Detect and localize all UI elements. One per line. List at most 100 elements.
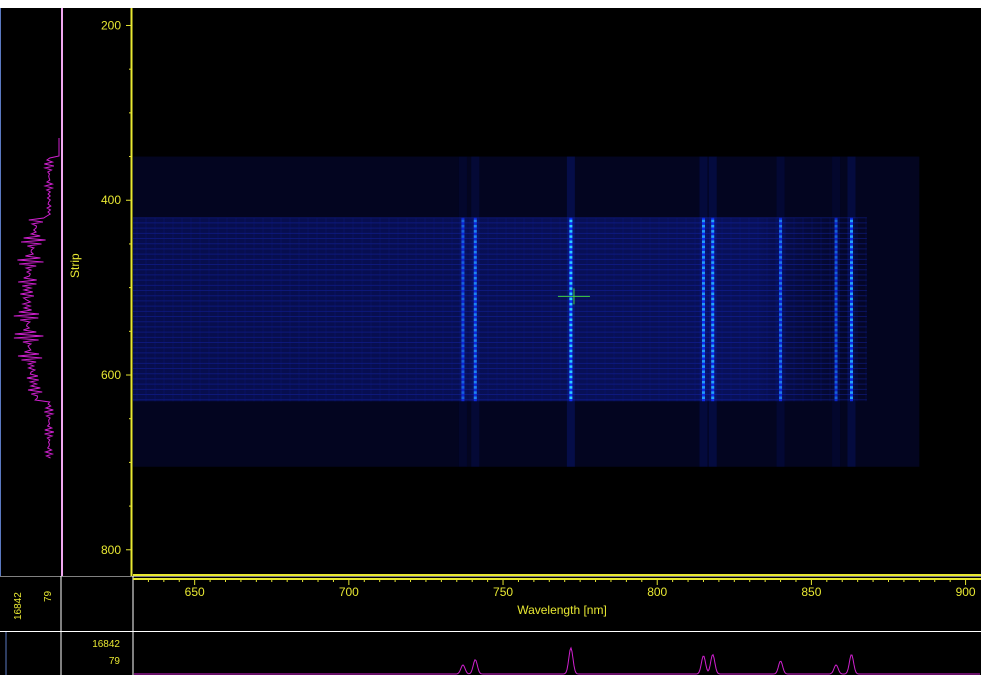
emission-line-spot xyxy=(569,230,573,233)
emission-line-spot xyxy=(849,344,853,348)
x-tick-label: 700 xyxy=(339,585,359,599)
x-axis: 16842 79 Wavelength [nm] 650 700 750 800 850… xyxy=(0,576,981,632)
emission-line-spot xyxy=(711,318,715,322)
emission-line-spot xyxy=(701,391,705,394)
emission-line-spot xyxy=(849,365,853,368)
emission-line-spot xyxy=(569,219,573,223)
emission-line-spot xyxy=(779,370,783,374)
emission-line-spot xyxy=(461,308,465,311)
emission-line-spot xyxy=(461,334,465,337)
emission-line-spot xyxy=(711,245,715,249)
y-tick-label: 400 xyxy=(101,193,121,207)
emission-line-spot xyxy=(701,230,705,233)
emission-line-spot xyxy=(473,282,477,285)
emission-line-spot xyxy=(461,271,465,275)
emission-line-spot xyxy=(461,266,465,270)
emission-line-spot xyxy=(569,323,573,327)
emission-line-spot xyxy=(701,370,705,374)
emission-line-spot xyxy=(461,250,465,254)
emission-line-spot xyxy=(569,245,573,249)
emission-line-spot xyxy=(834,282,838,285)
emission-line-spot xyxy=(569,292,573,296)
emission-line-spot xyxy=(834,318,838,322)
emission-line-spot xyxy=(779,396,783,400)
emission-line-spot xyxy=(849,349,853,353)
emission-line-spot xyxy=(701,240,705,244)
emission-line-spot xyxy=(834,245,838,249)
emission-line-spot xyxy=(569,375,573,379)
emission-line-spot xyxy=(701,261,705,264)
emission-line-spot xyxy=(473,240,477,244)
emission-line-spot xyxy=(711,323,715,327)
emission-line-spot xyxy=(461,354,465,358)
emission-line-spot xyxy=(779,276,783,280)
emission-line-spot xyxy=(569,365,573,368)
emission-line-spot xyxy=(711,302,715,306)
emission-line-spot xyxy=(779,261,783,264)
emission-line-spot xyxy=(701,313,705,316)
emission-line-spot xyxy=(849,328,853,332)
emission-line-spot xyxy=(461,276,465,280)
emission-line-spot xyxy=(473,339,477,342)
emission-line-spot xyxy=(701,292,705,296)
emission-line-spot xyxy=(701,297,705,301)
emission-line-spot xyxy=(569,250,573,254)
emission-line-spot xyxy=(834,386,838,389)
emission-line-spot xyxy=(849,323,853,327)
emission-line-spot xyxy=(701,250,705,254)
emission-line-spot xyxy=(711,256,715,259)
emission-line-spot xyxy=(701,276,705,280)
emission-line-spot xyxy=(569,282,573,285)
spectrum-image[interactable] xyxy=(133,8,981,576)
emission-line-spot xyxy=(473,287,477,290)
emission-line-spot xyxy=(779,318,783,322)
emission-line-spot xyxy=(779,266,783,270)
emission-line-spot xyxy=(711,386,715,389)
emission-line-spot xyxy=(779,334,783,337)
emission-line-spot xyxy=(779,250,783,254)
horizontal-profile-panel[interactable]: 16842 79 xyxy=(0,632,981,675)
emission-line-spot xyxy=(711,250,715,254)
emission-line-spot xyxy=(569,261,573,264)
spectrum-heatmap[interactable] xyxy=(133,8,981,576)
emission-line-spot xyxy=(461,245,465,249)
emission-line-spot xyxy=(701,349,705,353)
y-tick-label: 600 xyxy=(101,368,121,382)
emission-line-spot xyxy=(473,349,477,353)
y-axis-label: Strip xyxy=(68,253,82,278)
emission-line-spot xyxy=(779,313,783,316)
emission-line xyxy=(834,217,838,402)
vertical-profile-panel[interactable] xyxy=(0,8,62,576)
emission-line-spot xyxy=(711,297,715,301)
top-border xyxy=(0,0,981,8)
emission-line-spot xyxy=(779,219,783,223)
emission-line-spot xyxy=(461,344,465,348)
emission-line xyxy=(461,217,465,402)
emission-line-spot xyxy=(849,370,853,374)
y-axis: Strip 200 400 600 800 xyxy=(63,8,133,576)
emission-line-spot xyxy=(711,224,715,228)
vertical-profile-curve xyxy=(13,138,60,459)
emission-line-spot xyxy=(711,230,715,233)
emission-line-spot xyxy=(473,386,477,389)
emission-line-spot xyxy=(849,261,853,264)
emission-line-spot xyxy=(569,396,573,400)
profile-min-value: 79 xyxy=(109,656,121,667)
emission-line-spot xyxy=(701,219,705,223)
x-axis-label: Wavelength [nm] xyxy=(517,603,607,617)
emission-line-spot xyxy=(849,240,853,244)
emission-line-spot xyxy=(461,235,465,238)
emission-line-spot xyxy=(461,386,465,389)
emission-line-spot xyxy=(779,391,783,394)
x-tick-label: 900 xyxy=(956,585,976,599)
emission-line-spot xyxy=(834,375,838,379)
emission-line-spot xyxy=(701,386,705,389)
emission-line-spot xyxy=(779,271,783,275)
emission-line-spot xyxy=(461,370,465,374)
emission-line-spot xyxy=(779,302,783,306)
emission-line-spot xyxy=(473,344,477,348)
emission-line-spot xyxy=(849,313,853,316)
emission-line-spot xyxy=(779,344,783,348)
emission-line-spot xyxy=(569,302,573,306)
emission-line-spot xyxy=(711,266,715,270)
